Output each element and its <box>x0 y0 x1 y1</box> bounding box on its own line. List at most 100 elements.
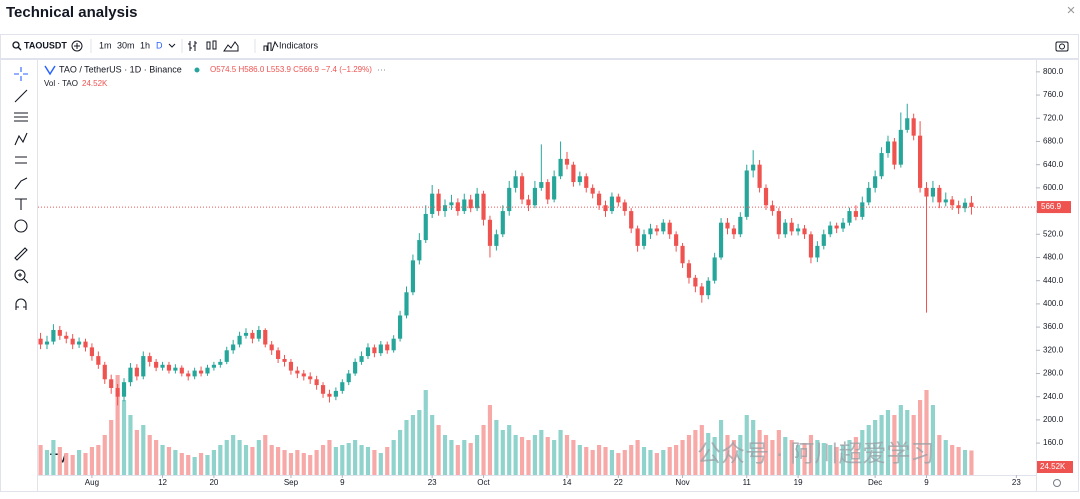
candle-body <box>635 228 640 246</box>
close-button[interactable]: × <box>1067 2 1076 19</box>
candle-body <box>956 205 961 209</box>
prediction-tool[interactable] <box>15 156 27 164</box>
candle-body <box>455 202 460 212</box>
y-tick-label: 720.0 <box>1043 113 1064 122</box>
y-tick-label: 520.0 <box>1043 229 1064 238</box>
candle-body <box>365 347 371 357</box>
volume-bar <box>192 457 197 475</box>
candle-body <box>359 356 364 362</box>
indicators-button[interactable]: Indicators <box>279 40 319 50</box>
candle-body <box>166 364 172 371</box>
volume-bar <box>224 440 229 475</box>
candle-body <box>154 361 159 368</box>
magnet-tool[interactable] <box>15 298 27 310</box>
x-tick-label: Aug <box>85 478 99 487</box>
candle-body <box>911 118 916 136</box>
volume-bar <box>295 450 300 475</box>
volume-bar <box>641 447 647 475</box>
ruler-tool[interactable] <box>14 247 28 261</box>
legend-menu[interactable]: ··· <box>377 64 386 74</box>
candles-icon[interactable] <box>206 41 211 50</box>
volume-bar <box>532 435 537 475</box>
volume-bar <box>757 430 762 475</box>
volume-bar <box>802 443 807 475</box>
candle-body <box>937 187 942 203</box>
volume-bar <box>353 440 358 475</box>
volume-bar <box>898 405 903 475</box>
volume-bar <box>340 445 345 475</box>
volume-bar <box>372 450 377 475</box>
candle-body <box>211 364 216 368</box>
volume-bar <box>917 400 923 475</box>
x-tick-label: 23 <box>428 478 437 487</box>
interval-dropdown[interactable] <box>168 43 176 48</box>
volume-bar <box>333 447 338 475</box>
volume-bar <box>828 445 833 475</box>
interval-button[interactable]: 30m <box>117 40 135 50</box>
candle-body <box>783 222 788 235</box>
zoom-tool[interactable] <box>14 269 26 281</box>
candle-body <box>38 338 43 345</box>
volume-bar <box>796 445 801 475</box>
candle-body <box>616 196 621 203</box>
legend-ohlc: O574.5 H586.0 L553.9 C566.9 −7.4 (−1.29%… <box>210 65 372 74</box>
snapshot-button[interactable] <box>1055 41 1069 52</box>
emoji-tool[interactable] <box>14 219 28 233</box>
compare-icon <box>74 43 80 49</box>
x-tick-label: 14 <box>563 478 572 487</box>
candles-icon <box>212 40 217 50</box>
y-tick-label: 440.0 <box>1043 276 1064 285</box>
trendline-tool[interactable] <box>14 89 28 103</box>
candle-body <box>590 187 595 194</box>
settings-button[interactable] <box>1053 479 1061 487</box>
volume-bar <box>154 440 159 475</box>
interval-button[interactable]: 1m <box>99 40 112 50</box>
interval-button[interactable]: D <box>156 40 163 50</box>
volume-bar <box>744 415 749 475</box>
volume-bar <box>102 435 107 475</box>
compare-button[interactable] <box>71 40 83 52</box>
candle-body <box>808 234 814 258</box>
interval-button[interactable]: 1h <box>140 40 150 50</box>
volume-bar <box>70 455 75 475</box>
brush-tool[interactable] <box>14 177 28 190</box>
candle-body <box>917 135 923 188</box>
volume-bar <box>359 445 364 475</box>
volume-bar <box>879 415 884 475</box>
candle-body <box>866 187 871 203</box>
candle-body <box>372 347 377 354</box>
y-tick-label: 800.0 <box>1043 67 1064 76</box>
volume-bar <box>263 435 268 475</box>
bars-icon[interactable] <box>188 41 197 51</box>
candle-body <box>301 373 306 377</box>
candle-body <box>186 373 191 377</box>
pattern-tool[interactable] <box>14 132 28 146</box>
candle-body <box>834 225 839 229</box>
candle-body <box>821 234 826 246</box>
candle-body <box>198 370 204 374</box>
volume-bar <box>121 400 127 475</box>
x-tick-label: Oct <box>477 478 490 487</box>
candle-body <box>109 379 114 388</box>
volume-bar <box>815 440 820 475</box>
candle-body <box>564 158 570 165</box>
fib-tool[interactable] <box>14 112 28 122</box>
candle-body <box>686 263 692 278</box>
volume-bar <box>250 447 255 475</box>
candle-body <box>706 280 711 296</box>
volume-bar <box>885 410 891 475</box>
y-tick-label: 640.0 <box>1043 160 1064 169</box>
area-icon[interactable] <box>223 41 239 52</box>
volume-bar <box>667 447 672 475</box>
crosshair-tool[interactable] <box>14 67 28 81</box>
text-tool[interactable] <box>15 198 27 210</box>
candle-body <box>224 350 229 362</box>
symbol-button[interactable]: TAOUSDT <box>24 40 67 50</box>
candle-body <box>828 225 833 235</box>
candle-body <box>410 260 416 293</box>
candle-body <box>738 216 743 235</box>
candle-body <box>699 286 704 296</box>
candle-body <box>378 344 383 354</box>
volume-bar <box>950 445 955 475</box>
candle-body <box>430 193 435 214</box>
